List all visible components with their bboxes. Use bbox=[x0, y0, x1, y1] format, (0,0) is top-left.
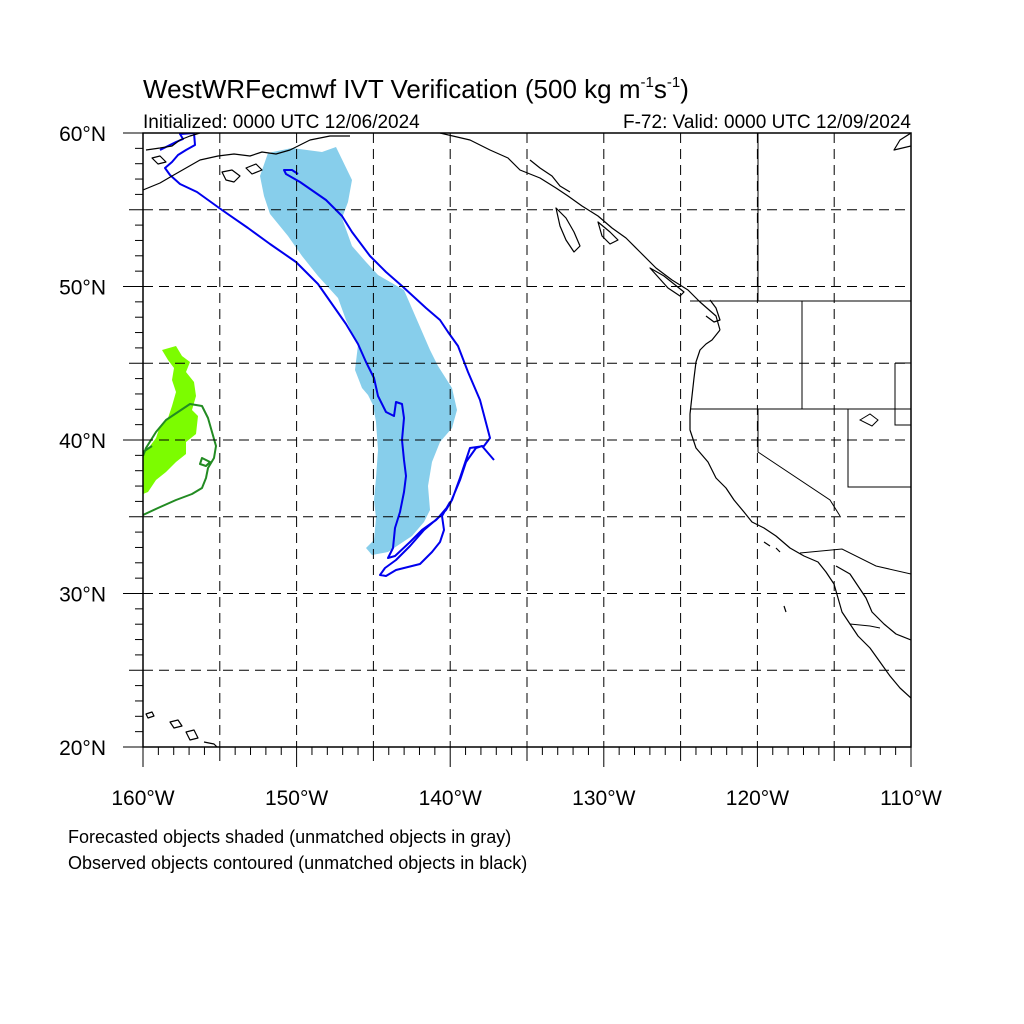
figure-title: WestWRFecmwf IVT Verification (500 kg m-… bbox=[143, 74, 689, 104]
axis-ticks bbox=[123, 132, 912, 767]
map-frame bbox=[142, 132, 912, 748]
lon-tick-label: 140°W bbox=[419, 787, 482, 810]
lat-tick-label: 30°N bbox=[59, 584, 106, 607]
lat-tick-label: 40°N bbox=[59, 430, 106, 453]
lon-tick-label: 110°W bbox=[880, 787, 942, 810]
lon-tick-label: 160°W bbox=[111, 787, 174, 810]
map-area: 60°N 50°N 40°N 30°N 20°N 160°W 150°W 140°W 130°W… bbox=[59, 123, 942, 810]
observed-object-2 bbox=[143, 403, 217, 516]
lat-tick-label: 20°N bbox=[59, 737, 106, 760]
observed-object-1 bbox=[159, 133, 495, 577]
coastlines bbox=[143, 133, 911, 747]
axis-tick-labels: 60°N 50°N 40°N 30°N 20°N 160°W 150°W 140°W 130°W… bbox=[59, 123, 942, 810]
lon-tick-label: 130°W bbox=[572, 787, 635, 810]
lat-lon-grid bbox=[143, 133, 911, 747]
valid-time-label: F-72: Valid: 0000 UTC 12/09/2024 bbox=[623, 112, 911, 133]
lon-tick-label: 120°W bbox=[726, 787, 789, 810]
lat-tick-label: 50°N bbox=[59, 277, 106, 300]
forecast-note: Forecasted objects shaded (unmatched obj… bbox=[68, 827, 511, 847]
lon-tick-label: 150°W bbox=[265, 787, 328, 810]
forecast-object-1 bbox=[260, 147, 457, 555]
forecast-object-2 bbox=[143, 346, 198, 494]
lat-tick-label: 60°N bbox=[59, 123, 106, 146]
observed-note: Observed objects contoured (unmatched ob… bbox=[68, 853, 527, 873]
political-boundaries bbox=[690, 133, 911, 629]
init-time-label: Initialized: 0000 UTC 12/06/2024 bbox=[143, 112, 420, 133]
